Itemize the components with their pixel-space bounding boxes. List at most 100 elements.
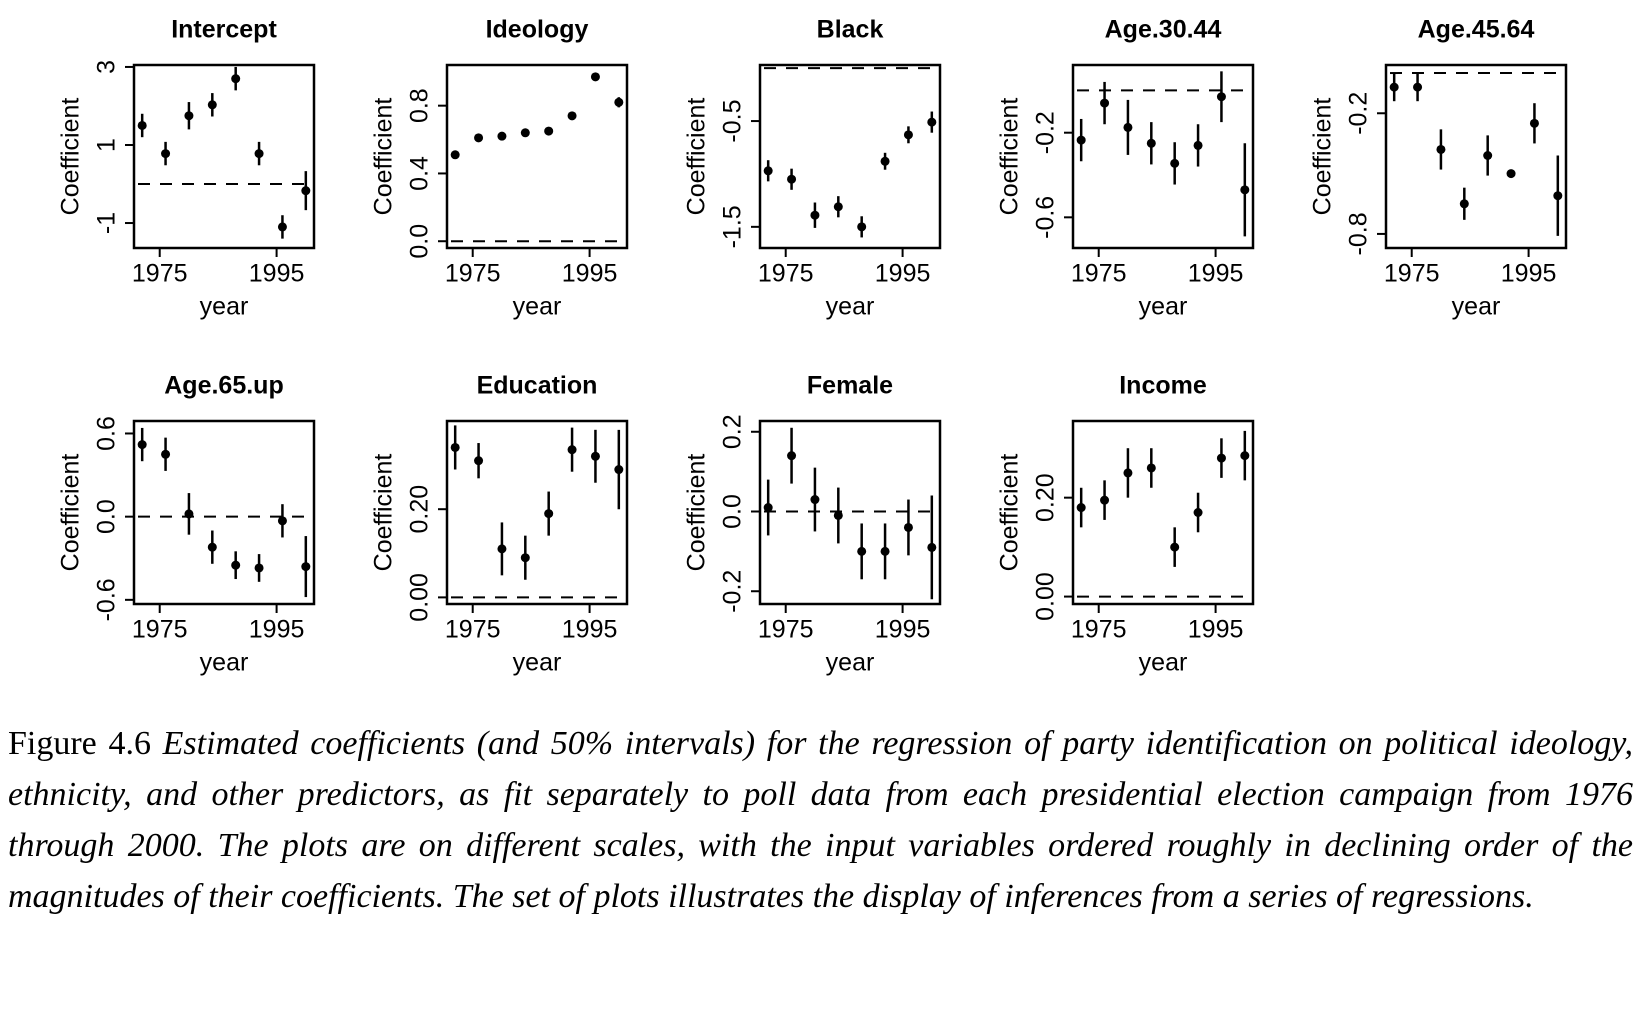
plot-frame bbox=[1071, 419, 1255, 606]
x-tick-label: 1995 bbox=[875, 616, 931, 644]
y-axis-label: Coefficient bbox=[57, 454, 85, 572]
y-tick-label: 0.20 bbox=[1032, 473, 1060, 522]
y-tick-label: 0.4 bbox=[406, 156, 434, 191]
y-tick-label: -0.2 bbox=[1032, 111, 1060, 154]
point bbox=[1240, 451, 1250, 461]
y-axis-label: Coefficient bbox=[370, 454, 398, 572]
x-tick-label: 1975 bbox=[1071, 616, 1127, 644]
point bbox=[880, 156, 890, 166]
point bbox=[810, 495, 820, 505]
x-axis-label: year bbox=[826, 293, 875, 321]
point bbox=[254, 563, 264, 573]
point bbox=[927, 117, 937, 127]
point bbox=[184, 509, 194, 519]
point bbox=[833, 510, 843, 520]
point bbox=[137, 440, 147, 450]
y-axis-label: Coefficient bbox=[996, 454, 1024, 572]
x-tick-label: 1995 bbox=[875, 260, 931, 288]
y-axis-label: Coefficient bbox=[683, 98, 711, 216]
point bbox=[450, 442, 460, 452]
point bbox=[1529, 118, 1539, 128]
point bbox=[880, 546, 890, 556]
x-tick-label: 1995 bbox=[1188, 260, 1244, 288]
x-tick-label: 1975 bbox=[132, 260, 188, 288]
plot-frame bbox=[1071, 63, 1255, 250]
point bbox=[1389, 82, 1399, 92]
y-tick-label: 1 bbox=[93, 138, 121, 152]
x-tick-label: 1975 bbox=[1071, 260, 1127, 288]
point bbox=[1100, 98, 1110, 108]
point bbox=[590, 451, 600, 461]
point bbox=[903, 522, 913, 532]
point bbox=[1123, 122, 1133, 132]
point bbox=[474, 133, 484, 143]
point bbox=[301, 186, 311, 196]
point bbox=[137, 120, 147, 130]
point bbox=[1436, 144, 1446, 154]
point bbox=[1146, 463, 1156, 473]
y-axis-label: Coefficient bbox=[1309, 98, 1337, 216]
point bbox=[1216, 92, 1226, 102]
point bbox=[1123, 468, 1133, 478]
point bbox=[810, 210, 820, 220]
y-tick-label: -1 bbox=[93, 212, 121, 234]
y-tick-label: 0.6 bbox=[93, 416, 121, 451]
caption-text: Estimated coefficients (and 50% interval… bbox=[8, 725, 1634, 915]
chart-title: Income bbox=[1119, 372, 1207, 400]
point bbox=[903, 130, 913, 140]
chart-title: Age.65.up bbox=[164, 372, 283, 400]
x-axis-label: year bbox=[1139, 649, 1188, 677]
x-tick-label: 1995 bbox=[1188, 616, 1244, 644]
y-axis-label: Coefficient bbox=[370, 98, 398, 216]
point bbox=[857, 546, 867, 556]
point bbox=[1459, 199, 1469, 209]
y-tick-label: 0.00 bbox=[406, 573, 434, 622]
point bbox=[763, 166, 773, 176]
figure: Intercept year Coefficient 1975 1995 -1 1 3 Ideo… bbox=[57, 16, 1568, 677]
y-tick-label: -0.6 bbox=[1032, 196, 1060, 239]
point bbox=[1146, 138, 1156, 148]
point bbox=[590, 72, 600, 82]
point bbox=[927, 542, 937, 552]
point bbox=[787, 174, 797, 184]
point bbox=[763, 503, 773, 513]
x-axis-label: year bbox=[1139, 293, 1188, 321]
point bbox=[857, 222, 867, 232]
chart-title: Age.30.44 bbox=[1105, 16, 1222, 44]
point bbox=[520, 553, 530, 563]
point bbox=[1483, 150, 1493, 160]
point bbox=[301, 562, 311, 572]
x-tick-label: 1995 bbox=[1501, 260, 1557, 288]
x-axis-label: year bbox=[513, 649, 562, 677]
x-axis-label: year bbox=[826, 649, 875, 677]
x-tick-label: 1975 bbox=[1384, 260, 1440, 288]
y-axis-label: Coefficient bbox=[57, 98, 85, 216]
y-tick-label: -0.8 bbox=[1345, 212, 1373, 255]
point bbox=[474, 456, 484, 466]
chart-title: Education bbox=[477, 372, 598, 400]
y-tick-label: -1.5 bbox=[719, 205, 747, 248]
y-tick-label: 0.20 bbox=[406, 485, 434, 534]
y-tick-label: 0.0 bbox=[406, 224, 434, 259]
plot-frame bbox=[758, 63, 942, 250]
x-tick-label: 1975 bbox=[758, 616, 814, 644]
point bbox=[1553, 191, 1563, 201]
y-tick-label: 0.8 bbox=[406, 88, 434, 123]
y-axis-label: Coefficient bbox=[996, 98, 1024, 216]
point bbox=[1216, 453, 1226, 463]
x-tick-label: 1975 bbox=[445, 260, 501, 288]
point bbox=[497, 131, 507, 141]
y-tick-label: 0.2 bbox=[719, 414, 747, 449]
point bbox=[1170, 542, 1180, 552]
point bbox=[450, 150, 460, 160]
point bbox=[231, 74, 241, 84]
y-tick-label: 0.00 bbox=[1032, 572, 1060, 621]
y-tick-label: -0.2 bbox=[1345, 92, 1373, 135]
plot-frame bbox=[445, 419, 629, 606]
y-tick-label: 0.0 bbox=[93, 499, 121, 534]
chart-title: Black bbox=[817, 16, 884, 44]
x-axis-label: year bbox=[1452, 293, 1501, 321]
point bbox=[567, 111, 577, 121]
chart-title: Female bbox=[807, 372, 893, 400]
